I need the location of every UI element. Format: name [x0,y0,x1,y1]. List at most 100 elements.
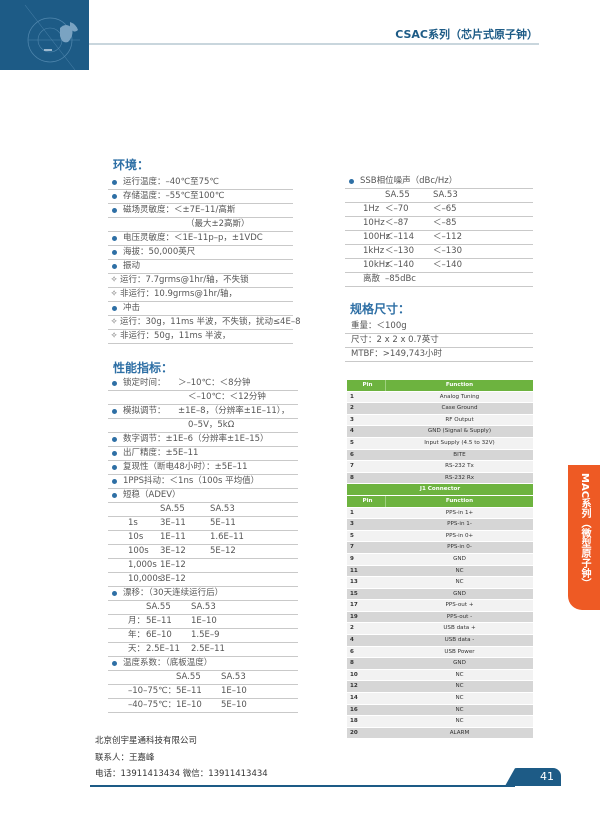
performance-heading: 性能指标： [113,361,174,375]
item-cell: 10Hz [363,218,385,228]
pin-row: 3 RF Output [347,414,533,427]
list-item: ✧ 运行：7.7grms@1hr/轴，不失锁 [108,274,293,288]
item-cell: 复现性（断电48小时）：±5E–11 [123,462,248,472]
list-item: 锁定时间： ＞–10℃：＜8分钟 [108,377,298,391]
list-item: 天： 2.5E–11 2.5E–11 [108,643,298,657]
item-text: 海拔：50,000英尺 [123,247,196,257]
list-item: 短稳（ADEV） [108,489,298,503]
list-item: SA.55 SA.53 [108,601,298,615]
pin-row: 12 NC [347,681,533,694]
column-header: Function [445,382,474,388]
pin-table-header: Pin Function [347,495,533,508]
pin-function: USB Power [444,648,475,655]
item-cell: 100s [128,546,149,556]
pin-row: 18 NC [347,716,533,728]
item-cell: –40–75℃： [128,700,177,710]
bullet-icon [112,479,117,484]
pin-row: 7 RS-232 Tx [347,461,533,473]
list-item: MTBF：>149,743小时 [345,348,533,362]
pin-table: Pin Function 1 Analog Tuning 2 Case Ground 3 RF… [347,380,533,740]
diamond-bullet-icon: ✧ [110,317,118,327]
pin-number: 18 [350,718,358,725]
pin-number: 20 [350,729,358,736]
bullet-icon [112,381,117,386]
bullet-icon [349,179,354,184]
item-cell: 锁定时间： [123,378,166,388]
item-cell [210,573,270,586]
item-text: 尺寸：2 x 2 x 0.7英寸 [351,335,439,345]
pin-function: NC [455,567,464,574]
item-cell: 出厂精度：±5E–11 [123,448,199,458]
item-cell: ＜–10℃：＜12分钟 [188,392,266,402]
list-item: 尺寸：2 x 2 x 0.7英寸 [345,334,533,348]
item-cell [433,273,493,286]
pin-row: 10 NC [347,669,533,682]
pin-function: BITE [453,451,466,458]
pin-function: NC [455,671,464,678]
item-text: MTBF：>149,743小时 [351,349,443,359]
item-cell: 1E–10 [191,616,217,626]
item-cell: 1PPS抖动：＜1ns（100s 平均值） [123,476,260,486]
item-cell: 年： [128,630,146,640]
phase-noise-list: SSB相位噪声（dBc/Hz） SA.55 SA.53 1Hz ＜–70 ＜–65 10Hz… [345,175,533,287]
list-item: 1PPS抖动：＜1ns（100s 平均值） [108,475,298,489]
list-item: SA.55 SA.53 [108,671,298,685]
bullet-icon [112,306,117,311]
item-cell: SA.55 [385,190,410,200]
pin-number: 14 [350,695,358,702]
item-cell [210,559,270,572]
pin-number: 6 [350,451,354,458]
list-item: 离散 –85dBc [345,273,533,287]
item-text: （最大±2高斯） [186,219,250,229]
pin-function: PPS-in 0+ [445,532,474,539]
item-cell: 5E–11 [146,616,172,626]
list-item: ✧ 非运行：10.9grms@1hr/轴， [108,288,293,302]
list-item: 重量：＜100g [345,320,533,334]
bullet-icon [112,194,117,199]
item-cell: 3E–12 [160,546,186,556]
list-item: 模拟调节： ±1E–8，（分辨率±1E–11）， [108,405,298,419]
list-item: 10,000s 3E–12 [108,573,298,587]
item-text: 非运行：10.9grms@1hr/轴， [120,289,238,299]
list-item: 电压灵敏度：＜1E–11p–p，±1VDC [108,232,293,246]
list-item: 1kHz ＜–130 ＜–130 [345,245,533,259]
list-item: ＜–10℃：＜12分钟 [108,391,298,405]
pin-number: 11 [350,567,358,574]
list-item: 1s 3E–11 5E–11 [108,517,298,531]
side-tab-mac-series[interactable]: MAC系列（微型原子钟） [568,465,600,610]
pin-function: GND [453,660,466,667]
list-item: 100s 3E–12 5E–12 [108,545,298,559]
item-cell: 2.5E–11 [146,644,180,654]
performance-list: 锁定时间： ＞–10℃：＜8分钟 ＜–10℃：＜12分钟模拟调节： ±1E–8，（分辨… [108,377,298,713]
pin-row: 2 USB data + [347,623,533,636]
list-item: 振动 [108,260,293,274]
page-number-badge [505,768,561,786]
item-cell [345,189,385,202]
diamond-bullet-icon: ✧ [110,289,118,299]
list-item: ✧ 运行：30g，11ms 半波，不失锁，扰动≤4E–8 [108,316,301,330]
pin-number: 3 [350,416,354,423]
item-cell: ＞–10℃：＜8分钟 [178,378,251,388]
list-item: 存储温度：–55℃至100℃ [108,190,293,204]
pin-function: PPS-in 0- [447,544,472,551]
item-cell: 10s [128,532,144,542]
pin-function: GND [453,590,466,597]
pin-number: 12 [350,683,358,690]
pin-row: 9 GND [347,553,533,566]
contact-person: 联系人：王嘉峰 [95,753,155,763]
pin-number: 8 [350,474,354,481]
item-text: 存储温度：–55℃至100℃ [123,191,225,201]
list-item: 0–5V，5kΩ [108,419,298,433]
page-number: 41 [540,770,554,783]
pin-function: GND (Signal & Supply) [427,428,492,435]
bullet-icon [112,591,117,596]
list-item: SSB相位噪声（dBc/Hz） [345,175,533,189]
bullet-icon [112,437,117,442]
pin-function: USB data + [443,625,476,632]
pin-table-header: Pin Function [347,380,533,392]
item-cell: 0–5V，5kΩ [188,420,235,430]
item-cell [108,671,176,684]
item-cell: SA.53 [210,504,235,514]
list-item: SA.55 SA.53 [345,189,533,203]
pin-row: 19 PPS-out - [347,611,533,624]
